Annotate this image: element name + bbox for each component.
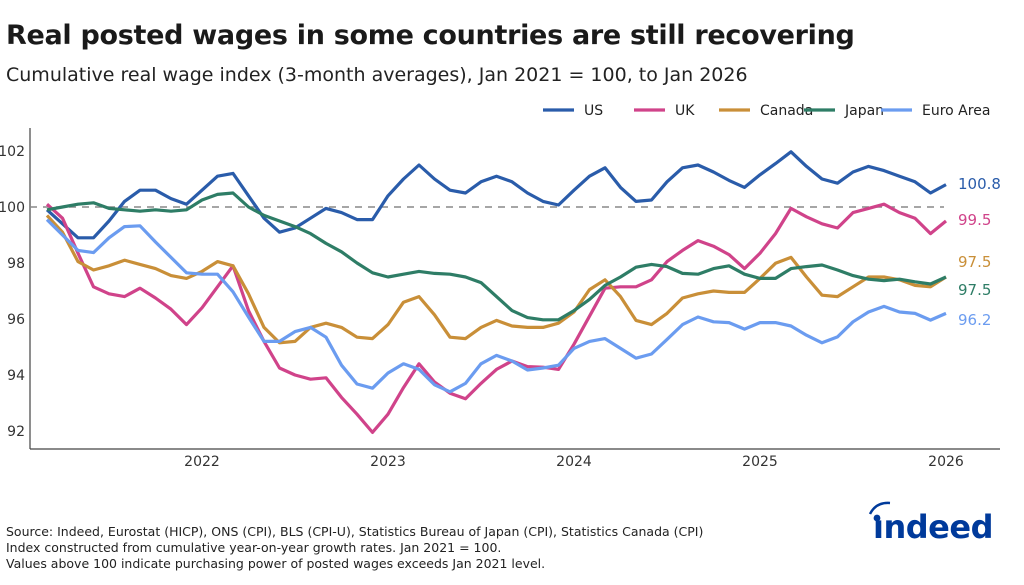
x-tick-label: 2023 <box>370 454 406 470</box>
y-tick-label: 98 <box>7 256 25 272</box>
end-value-label-us: 100.8 <box>958 175 1001 193</box>
logo-arc <box>868 501 891 515</box>
end-value-label-canada: 97.5 <box>958 253 991 271</box>
legend-label: UK <box>675 103 695 119</box>
legend-item-japan: Japan <box>804 103 884 119</box>
legend: US UK Canada Japan Euro Area <box>543 103 990 119</box>
footnote-source: Source: Indeed, Eurostat (HICP), ONS (CP… <box>6 524 704 539</box>
x-tick-label: 2025 <box>742 454 778 470</box>
series-line-uk <box>45 202 948 434</box>
y-tick-label: 96 <box>7 312 25 328</box>
logo-dot <box>873 514 881 522</box>
series-line-us <box>45 150 947 240</box>
x-tick-label: 2026 <box>928 454 964 470</box>
svg-text:ındeed: ındeed <box>873 508 993 540</box>
chart-subtitle: Cumulative real wage index (3-month aver… <box>6 64 748 86</box>
y-tick-label: 92 <box>7 424 25 440</box>
x-tick-label: 2022 <box>184 454 220 470</box>
footnote-method: Index constructed from cumulative year-o… <box>6 540 502 555</box>
legend-label: US <box>584 103 603 119</box>
footnote-interpretation: Values above 100 indicate purchasing pow… <box>6 556 546 571</box>
y-tick-label: 100 <box>0 200 25 216</box>
indeed-logo: ındeed <box>868 501 993 540</box>
series-line-euro-area <box>45 218 947 394</box>
legend-item-us: US <box>543 103 603 119</box>
legend-item-canada: Canada <box>719 103 813 119</box>
end-value-label-uk: 99.5 <box>958 211 991 229</box>
legend-item-euro-area: Euro Area <box>881 103 990 119</box>
chart-title: Real posted wages in some countries are … <box>6 20 855 51</box>
series-line-japan <box>46 191 947 322</box>
end-value-label-euro-area: 96.2 <box>958 311 991 329</box>
series-line-canada <box>45 214 947 345</box>
y-tick-label: 102 <box>0 144 25 160</box>
legend-label: Japan <box>844 103 884 119</box>
legend-item-uk: UK <box>634 103 695 119</box>
y-tick-label: 94 <box>7 368 25 384</box>
x-tick-label: 2024 <box>556 454 592 470</box>
end-value-label-japan: 97.5 <box>958 281 991 299</box>
legend-label: Euro Area <box>922 103 990 119</box>
legend-label: Canada <box>760 103 813 119</box>
